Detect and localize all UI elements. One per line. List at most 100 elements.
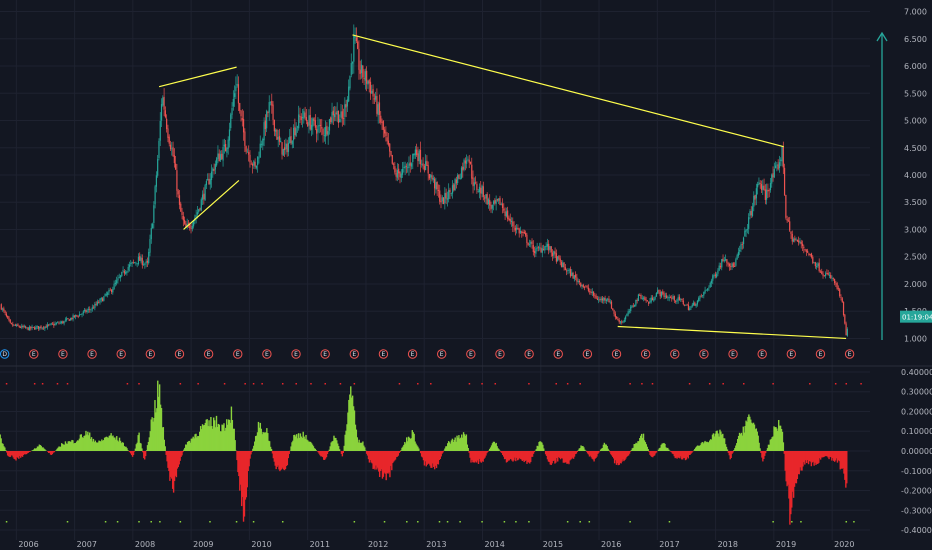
osc-bar <box>200 429 203 451</box>
y-tick-label: 4.500 <box>904 144 927 153</box>
osc-bar <box>103 437 106 451</box>
osc-bar <box>337 443 339 451</box>
osc-bar <box>77 440 80 451</box>
osc-bar <box>813 451 815 466</box>
candle <box>109 289 111 291</box>
osc-bar <box>58 446 60 451</box>
osc-bar <box>144 451 146 460</box>
osc-bar <box>220 431 222 451</box>
osc-bar <box>680 451 682 457</box>
osc-bar <box>162 427 165 451</box>
osc-bar <box>150 419 152 451</box>
osc-bar <box>199 431 201 451</box>
osc-bar <box>510 451 512 460</box>
osc-bar <box>799 451 801 468</box>
candle <box>296 126 299 128</box>
osc-bar <box>612 451 615 459</box>
candle <box>648 301 650 304</box>
candle <box>16 324 18 327</box>
osc-bar <box>392 451 394 464</box>
candle <box>732 263 734 267</box>
candle <box>778 162 781 169</box>
candle <box>830 275 832 279</box>
osc-bar <box>367 451 370 460</box>
osc-bar <box>468 451 470 453</box>
osc-bar <box>251 451 253 453</box>
osc-bar <box>659 447 662 451</box>
osc-bar <box>413 433 415 451</box>
osc-bar <box>365 451 368 454</box>
osc-bar <box>197 435 199 451</box>
osc-bar <box>245 451 248 498</box>
candle <box>130 263 132 264</box>
candle <box>799 241 801 243</box>
candle <box>171 148 173 150</box>
candle <box>463 159 465 170</box>
osc-bar <box>179 451 181 461</box>
osc-bar <box>822 451 825 458</box>
candle <box>471 164 473 179</box>
osc-tick-label: 0.10000 <box>901 427 932 436</box>
osc-bar <box>187 441 190 451</box>
osc-bar <box>104 437 107 451</box>
candle <box>190 228 192 229</box>
x-tick-label: 2014 <box>484 540 504 549</box>
candle <box>91 307 93 310</box>
candle <box>81 313 83 315</box>
candle <box>322 128 324 135</box>
candle <box>201 194 204 200</box>
osc-bar <box>606 446 608 451</box>
osc-bar <box>193 438 195 451</box>
osc-bar <box>478 451 481 459</box>
osc-bar <box>645 444 648 451</box>
candle <box>255 165 257 168</box>
candle <box>203 193 205 200</box>
osc-bar <box>87 431 89 451</box>
signal-dot <box>743 383 745 385</box>
candle <box>162 97 164 106</box>
osc-bar <box>253 445 255 451</box>
trendline <box>352 34 784 148</box>
candle <box>583 286 586 288</box>
candle <box>298 114 300 129</box>
osc-bar <box>50 451 53 455</box>
candle <box>354 36 356 38</box>
osc-bar <box>608 450 610 451</box>
osc-bar <box>470 451 472 463</box>
signal-dot <box>845 521 848 523</box>
candle <box>776 164 778 166</box>
osc-bar <box>723 438 725 451</box>
osc-bar <box>152 421 154 451</box>
candle <box>795 239 797 241</box>
candle <box>301 117 304 119</box>
osc-bar <box>138 432 140 451</box>
candle <box>771 174 773 184</box>
osc-bar <box>592 451 594 460</box>
osc-bar <box>502 451 505 457</box>
y-tick-label: 4.000 <box>904 171 927 180</box>
candle <box>372 89 374 97</box>
osc-bar <box>33 449 35 451</box>
candle <box>748 217 750 229</box>
osc-bar <box>368 451 371 463</box>
earnings-circle <box>611 349 622 359</box>
osc-bar <box>438 451 441 461</box>
candle <box>148 252 150 264</box>
earnings-letter: E <box>323 351 327 358</box>
osc-bar <box>803 451 805 463</box>
candle <box>150 227 152 240</box>
candle <box>208 178 210 185</box>
candle <box>842 302 845 315</box>
osc-bar <box>208 420 210 451</box>
osc-bar <box>13 451 15 459</box>
candle <box>50 323 52 325</box>
osc-bar <box>737 435 740 451</box>
osc-bar <box>389 451 391 478</box>
osc-bar <box>791 451 793 508</box>
candle <box>581 285 583 287</box>
osc-bar <box>448 442 451 451</box>
earnings-icon: E <box>466 349 476 359</box>
osc-bar <box>136 442 138 451</box>
candle <box>492 201 495 204</box>
candle <box>153 205 155 223</box>
